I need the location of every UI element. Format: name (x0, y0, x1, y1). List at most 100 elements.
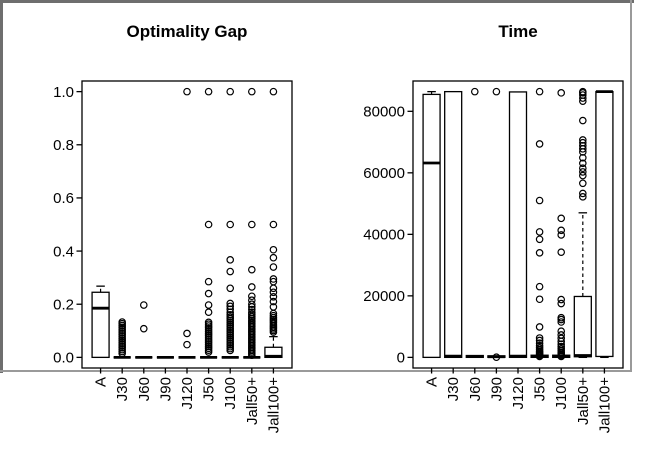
y-tick-label: 0.4 (53, 243, 74, 260)
x-tick-label: Jall50+ (244, 377, 261, 425)
x-tick-label: J120 (510, 377, 527, 410)
box-J100 (552, 89, 571, 361)
outlier-point (579, 189, 587, 198)
outlier-point (579, 171, 587, 180)
outlier-point (269, 220, 278, 229)
box-J50 (530, 87, 549, 361)
panel-title-optimality-gap: Optimality Gap (126, 22, 248, 41)
y-tick-label: 80000 (363, 104, 405, 121)
figure-border-top (0, 0, 634, 3)
x-tick-label: J60 (136, 377, 153, 401)
x-tick-label: J60 (467, 377, 484, 401)
x-tick-label: Jall50+ (575, 377, 592, 425)
box-Jall50+ (243, 87, 261, 360)
outlier-point (139, 324, 148, 333)
outlier-point (248, 308, 256, 316)
box-A (91, 285, 110, 359)
figure-border-left (0, 0, 3, 373)
figure-border-bottom (0, 370, 632, 372)
outlier-point (535, 248, 544, 257)
panel-time: 0 20000 40000 60000 80000 A J30 J60 J90 J120 J50 J1… (363, 80, 624, 434)
outlier-point (535, 282, 544, 291)
outlier-point (557, 318, 566, 326)
outlier-point (579, 138, 587, 147)
box-rect (444, 90, 463, 359)
box-rect (91, 291, 110, 359)
outlier-point (269, 292, 278, 301)
x-tick-label: A (424, 377, 441, 387)
outlier-point (269, 245, 278, 254)
outlier-point (248, 283, 256, 291)
y-tick-label: 0.2 (53, 296, 74, 313)
outlier-point (226, 302, 235, 311)
outlier-point (204, 308, 213, 316)
outlier-point (226, 267, 235, 276)
outlier-point (269, 284, 278, 293)
outlier-point (226, 299, 235, 308)
outlier-point (535, 341, 544, 350)
outlier-point (269, 253, 278, 262)
outlier-point (579, 136, 587, 144)
box-rect (595, 90, 614, 358)
outlier-point (557, 89, 566, 97)
x-axis: A J30 J60 J90 J120 J50 J100 Jall50+ Jall100+ (93, 368, 282, 434)
x-tick-label: Jall100+ (596, 377, 613, 434)
outlier-point (204, 220, 213, 229)
box-J50 (200, 87, 218, 359)
outlier-point (183, 340, 191, 349)
outlier-point (248, 220, 256, 229)
y-tick-label: 40000 (363, 227, 405, 244)
outlier-point (557, 334, 566, 343)
outlier-point (470, 87, 479, 96)
outlier-point (226, 87, 235, 96)
outlier-point (269, 263, 278, 271)
outlier-point (535, 235, 544, 244)
panel-title-time: Time (498, 22, 538, 41)
box-J120 (508, 91, 528, 359)
x-tick-label: J50 (532, 377, 549, 401)
outlier-point (579, 91, 587, 99)
outlier-point (535, 339, 544, 348)
outlier-point (226, 284, 235, 293)
outlier-point (535, 323, 544, 331)
y-tick-label: 0 (397, 350, 405, 367)
outlier-point (557, 331, 566, 339)
outlier-point (492, 87, 501, 96)
outlier-point (535, 228, 544, 236)
box-J60 (135, 301, 153, 359)
y-tick-label: 0.6 (53, 190, 74, 207)
x-tick-label: Jall100+ (265, 377, 282, 434)
outlier-point (557, 327, 566, 336)
box-rect (573, 295, 592, 358)
y-tick-label: 0.8 (53, 137, 74, 154)
x-tick-label: J30 (114, 377, 131, 401)
outlier-point (269, 303, 278, 311)
outlier-point (226, 313, 235, 321)
outlier-point (269, 87, 278, 96)
outlier-point (269, 277, 278, 286)
x-tick-label: J120 (179, 377, 196, 410)
outlier-point (535, 336, 544, 345)
outlier-point (557, 248, 566, 256)
x-tick-label: J100 (222, 377, 239, 410)
outlier-point (557, 226, 566, 235)
box-J30 (113, 318, 131, 359)
outlier-point (226, 220, 235, 229)
outlier-point (269, 311, 278, 320)
outlier-point (248, 305, 256, 314)
outlier-point (204, 277, 213, 286)
outlier-point (557, 344, 566, 353)
outlier-point (535, 334, 544, 342)
outlier-point (535, 344, 544, 352)
outlier-point (557, 231, 566, 239)
box-rect (508, 91, 528, 359)
box-Jall100+ (264, 87, 283, 359)
outlier-point (183, 87, 191, 96)
outlier-point (139, 301, 148, 309)
outlier-point (557, 313, 566, 322)
outlier-point (535, 87, 544, 96)
outlier-point (579, 164, 587, 173)
outlier-point (118, 318, 126, 326)
y-axis: 0 20000 40000 60000 80000 (363, 104, 413, 367)
y-axis: 0.0 0.2 0.4 0.6 0.8 1.0 (53, 84, 82, 367)
